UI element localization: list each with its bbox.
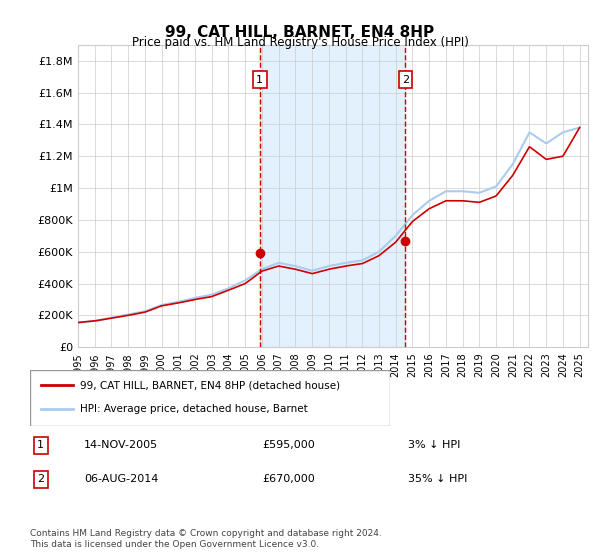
- Text: 14-NOV-2005: 14-NOV-2005: [84, 440, 158, 450]
- Text: £670,000: £670,000: [262, 474, 315, 484]
- Text: 1: 1: [256, 75, 263, 85]
- Text: 2: 2: [402, 75, 409, 85]
- Text: 1: 1: [37, 440, 44, 450]
- Bar: [260, 45, 406, 347]
- FancyBboxPatch shape: [30, 370, 390, 426]
- Text: £595,000: £595,000: [262, 440, 315, 450]
- Text: Contains HM Land Registry data © Crown copyright and database right 2024.
This d: Contains HM Land Registry data © Crown c…: [30, 529, 382, 549]
- Text: 06-AUG-2014: 06-AUG-2014: [84, 474, 158, 484]
- Text: 35% ↓ HPI: 35% ↓ HPI: [408, 474, 467, 484]
- Text: 99, CAT HILL, BARNET, EN4 8HP: 99, CAT HILL, BARNET, EN4 8HP: [166, 25, 434, 40]
- Text: 2: 2: [37, 474, 44, 484]
- Text: HPI: Average price, detached house, Barnet: HPI: Average price, detached house, Barn…: [80, 404, 308, 414]
- Text: 99, CAT HILL, BARNET, EN4 8HP (detached house): 99, CAT HILL, BARNET, EN4 8HP (detached …: [80, 380, 341, 390]
- Text: Price paid vs. HM Land Registry's House Price Index (HPI): Price paid vs. HM Land Registry's House …: [131, 36, 469, 49]
- Text: 3% ↓ HPI: 3% ↓ HPI: [408, 440, 460, 450]
